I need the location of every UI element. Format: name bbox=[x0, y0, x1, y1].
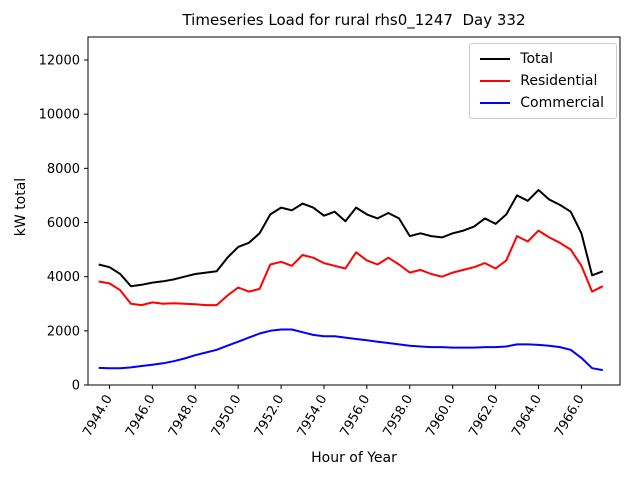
legend-item-residential: Residential bbox=[480, 74, 604, 88]
x-tick-label: 7948.0 bbox=[166, 393, 202, 440]
commercial-line-swatch bbox=[480, 102, 511, 104]
total-line-swatch bbox=[480, 58, 511, 60]
residential-line-swatch bbox=[480, 80, 511, 82]
series-line-total bbox=[98, 189, 604, 288]
series-line-residential bbox=[98, 229, 604, 307]
legend-label-residential: Residential bbox=[520, 73, 598, 89]
y-tick-label: 10000 bbox=[39, 108, 80, 123]
legend: Total Residential Commercial bbox=[469, 43, 617, 119]
x-tick-label: 7966.0 bbox=[552, 393, 588, 440]
y-tick-label: 0 bbox=[72, 379, 80, 394]
x-tick-label: 7952.0 bbox=[252, 393, 288, 440]
legend-item-commercial: Commercial bbox=[480, 96, 604, 110]
legend-label-total: Total bbox=[520, 51, 553, 67]
x-tick-label: 7944.0 bbox=[80, 393, 116, 440]
y-tick-label: 12000 bbox=[39, 54, 80, 69]
x-tick-label: 7962.0 bbox=[466, 393, 502, 440]
x-tick-label: 7956.0 bbox=[338, 393, 374, 440]
y-tick-label: 8000 bbox=[47, 162, 80, 177]
x-axis-label: Hour of Year bbox=[311, 450, 397, 466]
x-tick-label: 7958.0 bbox=[380, 393, 416, 440]
y-axis-label: kW total bbox=[13, 177, 29, 237]
x-tick-label: 7964.0 bbox=[509, 393, 545, 440]
y-tick-label: 2000 bbox=[47, 324, 80, 339]
legend-label-commercial: Commercial bbox=[520, 95, 604, 111]
y-tick-label: 4000 bbox=[47, 270, 80, 285]
x-tick-label: 7954.0 bbox=[295, 393, 331, 440]
axes-frame bbox=[87, 36, 621, 386]
x-tick-label: 7960.0 bbox=[423, 393, 459, 440]
legend-item-total: Total bbox=[480, 52, 604, 66]
series-line-commercial bbox=[98, 328, 603, 372]
y-tick-label: 6000 bbox=[47, 216, 80, 231]
x-tick-label: 7946.0 bbox=[123, 393, 159, 440]
x-tick-label: 7950.0 bbox=[209, 393, 245, 440]
chart-title: Timeseries Load for rural rhs0_1247 Day … bbox=[182, 11, 526, 29]
